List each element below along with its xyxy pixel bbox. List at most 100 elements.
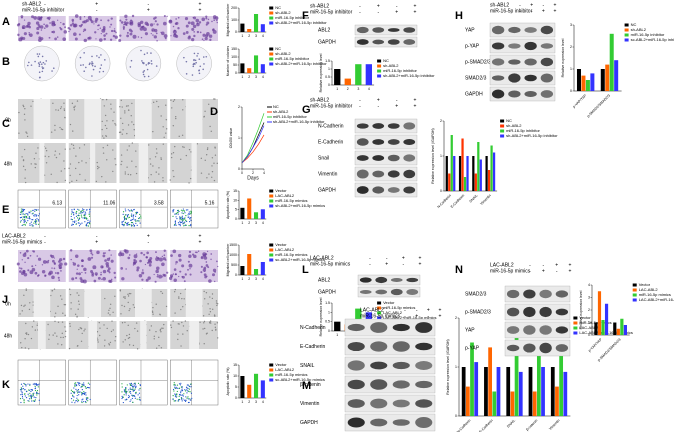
- bar: [510, 391, 515, 416]
- blot-label: GAPDH: [318, 39, 336, 45]
- cell: [154, 20, 157, 23]
- cell: [20, 272, 24, 276]
- cell: [203, 273, 207, 277]
- treatment-sign: -: [96, 7, 98, 13]
- event: [73, 211, 75, 214]
- cell: [61, 332, 63, 335]
- y-tick-label: 15: [233, 363, 237, 367]
- bar: [474, 173, 477, 191]
- cell: [157, 256, 160, 260]
- event: [182, 219, 184, 221]
- event: [187, 390, 189, 392]
- cell: [149, 163, 152, 165]
- cell: [107, 267, 111, 270]
- colony: [98, 56, 100, 59]
- event: [27, 383, 29, 385]
- event: [130, 219, 132, 222]
- event: [125, 390, 127, 393]
- cell: [119, 290, 122, 292]
- cell: [170, 156, 173, 159]
- cell: [124, 296, 126, 298]
- treatment-sign: +: [555, 262, 558, 268]
- colony: [130, 59, 133, 62]
- band: [539, 325, 552, 335]
- event: [84, 386, 86, 388]
- cell: [217, 265, 219, 268]
- blot-label: SMAD2/3: [465, 75, 487, 81]
- event: [187, 401, 190, 404]
- colony: [143, 70, 146, 72]
- legend-swatch: [500, 129, 505, 133]
- bar: [465, 386, 470, 416]
- cell: [110, 29, 114, 33]
- cell: [19, 270, 22, 273]
- colony: [129, 66, 132, 68]
- event: [33, 222, 35, 224]
- cell: [151, 311, 154, 314]
- cell: [63, 108, 65, 110]
- cell: [175, 115, 177, 118]
- legend-label: miR-16-5p mimics: [275, 252, 307, 257]
- cell: [78, 161, 80, 164]
- y-tick-label: 2: [570, 45, 572, 49]
- cell: [205, 253, 208, 256]
- bar: [247, 29, 252, 32]
- event: [31, 389, 33, 391]
- cell: [185, 154, 188, 157]
- cell: [26, 132, 28, 134]
- cell: [93, 279, 97, 283]
- cell: [178, 258, 182, 262]
- event: [189, 220, 191, 223]
- cell: [144, 32, 148, 36]
- bar: [616, 328, 620, 335]
- event: [124, 208, 126, 210]
- treatment-sign: -: [386, 255, 388, 261]
- legend-label: sh-ABL2: [275, 10, 291, 15]
- event: [176, 393, 178, 395]
- cell: [26, 333, 28, 335]
- cell: [155, 347, 158, 349]
- cell: [206, 332, 208, 334]
- cell: [175, 21, 179, 25]
- colony: [143, 53, 146, 56]
- blot-label: ABL2: [318, 277, 330, 283]
- cell: [108, 343, 110, 345]
- cell: [153, 338, 155, 340]
- cell: [44, 155, 46, 157]
- event: [70, 392, 72, 394]
- band: [508, 26, 521, 34]
- cell: [163, 34, 168, 38]
- cell: [79, 277, 83, 280]
- cell: [100, 271, 102, 274]
- bar: [492, 152, 496, 191]
- cell: [27, 21, 31, 26]
- cell: [144, 21, 149, 26]
- band: [508, 59, 521, 65]
- event: [182, 223, 184, 225]
- event: [87, 400, 89, 402]
- event: [188, 385, 191, 388]
- event: [89, 383, 91, 385]
- event: [137, 382, 140, 384]
- cell: [108, 271, 111, 274]
- y-tick-label: 1500: [229, 243, 237, 247]
- bar: [594, 322, 598, 335]
- band: [390, 278, 403, 282]
- cell: [78, 328, 80, 331]
- colony: [191, 74, 194, 76]
- cell: [60, 106, 63, 108]
- cell: [74, 37, 78, 41]
- band: [372, 123, 385, 129]
- cell: [112, 34, 116, 38]
- cell: [97, 167, 99, 170]
- legend-swatch: [632, 298, 637, 302]
- cell: [63, 102, 65, 104]
- event: [85, 392, 87, 394]
- cell: [69, 288, 71, 290]
- x-tick-label: 2: [248, 75, 250, 79]
- event: [84, 401, 87, 403]
- cell: [109, 303, 112, 305]
- cell: [187, 268, 189, 271]
- event: [186, 392, 188, 394]
- band: [491, 58, 505, 66]
